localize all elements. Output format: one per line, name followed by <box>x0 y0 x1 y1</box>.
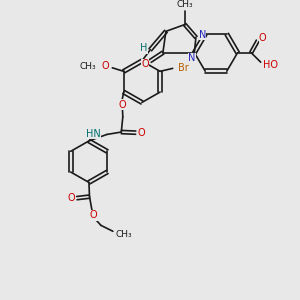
Text: O: O <box>118 100 126 110</box>
Text: N: N <box>188 53 196 63</box>
Text: CH₃: CH₃ <box>176 0 193 9</box>
Text: O: O <box>141 59 149 69</box>
Text: HN: HN <box>85 129 100 139</box>
Text: O: O <box>102 61 110 71</box>
Text: HO: HO <box>263 59 278 70</box>
Text: N: N <box>199 30 206 40</box>
Text: CH₃: CH₃ <box>116 230 133 239</box>
Text: H: H <box>140 43 147 53</box>
Text: O: O <box>138 128 146 138</box>
Text: Br: Br <box>178 63 189 74</box>
Text: CH₃: CH₃ <box>80 61 96 70</box>
Text: O: O <box>259 34 267 44</box>
Text: O: O <box>90 210 97 220</box>
Text: O: O <box>67 193 75 203</box>
